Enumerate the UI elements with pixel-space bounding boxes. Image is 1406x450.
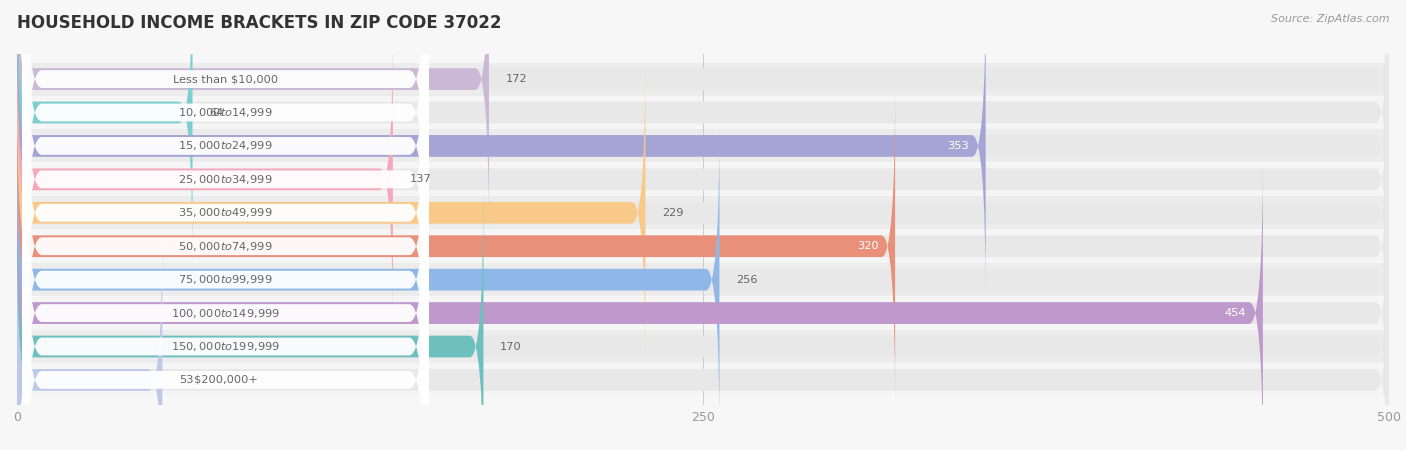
FancyBboxPatch shape bbox=[17, 330, 1389, 363]
Text: 353: 353 bbox=[948, 141, 969, 151]
FancyBboxPatch shape bbox=[22, 88, 429, 450]
FancyBboxPatch shape bbox=[22, 0, 429, 405]
Text: $100,000 to $149,999: $100,000 to $149,999 bbox=[172, 306, 280, 320]
FancyBboxPatch shape bbox=[22, 21, 429, 450]
FancyBboxPatch shape bbox=[17, 23, 1389, 336]
FancyBboxPatch shape bbox=[17, 224, 162, 450]
Text: $10,000 to $14,999: $10,000 to $14,999 bbox=[179, 106, 273, 119]
Text: 137: 137 bbox=[409, 174, 432, 184]
Text: 229: 229 bbox=[662, 208, 683, 218]
FancyBboxPatch shape bbox=[17, 0, 1389, 302]
FancyBboxPatch shape bbox=[17, 90, 896, 402]
FancyBboxPatch shape bbox=[17, 130, 1389, 162]
Text: $35,000 to $49,999: $35,000 to $49,999 bbox=[179, 206, 273, 219]
Text: $25,000 to $34,999: $25,000 to $34,999 bbox=[179, 173, 273, 186]
Text: Less than $10,000: Less than $10,000 bbox=[173, 74, 278, 84]
Text: 64: 64 bbox=[209, 108, 224, 117]
Text: 320: 320 bbox=[858, 241, 879, 251]
FancyBboxPatch shape bbox=[17, 263, 1389, 296]
FancyBboxPatch shape bbox=[17, 163, 1389, 196]
FancyBboxPatch shape bbox=[17, 123, 1389, 436]
Text: 170: 170 bbox=[501, 342, 522, 351]
Text: $75,000 to $99,999: $75,000 to $99,999 bbox=[179, 273, 273, 286]
FancyBboxPatch shape bbox=[17, 224, 1389, 450]
FancyBboxPatch shape bbox=[22, 155, 429, 450]
FancyBboxPatch shape bbox=[17, 297, 1389, 329]
Text: 53: 53 bbox=[179, 375, 193, 385]
FancyBboxPatch shape bbox=[17, 57, 645, 369]
FancyBboxPatch shape bbox=[17, 90, 1389, 402]
Text: 454: 454 bbox=[1225, 308, 1246, 318]
FancyBboxPatch shape bbox=[17, 157, 1263, 450]
FancyBboxPatch shape bbox=[22, 54, 429, 450]
Text: HOUSEHOLD INCOME BRACKETS IN ZIP CODE 37022: HOUSEHOLD INCOME BRACKETS IN ZIP CODE 37… bbox=[17, 14, 502, 32]
FancyBboxPatch shape bbox=[22, 0, 429, 371]
FancyBboxPatch shape bbox=[22, 0, 429, 338]
FancyBboxPatch shape bbox=[17, 196, 1389, 230]
FancyBboxPatch shape bbox=[17, 23, 392, 336]
FancyBboxPatch shape bbox=[17, 190, 484, 450]
FancyBboxPatch shape bbox=[17, 190, 1389, 450]
Text: Source: ZipAtlas.com: Source: ZipAtlas.com bbox=[1271, 14, 1389, 23]
FancyBboxPatch shape bbox=[17, 0, 489, 235]
FancyBboxPatch shape bbox=[17, 96, 1389, 129]
FancyBboxPatch shape bbox=[17, 0, 1389, 269]
FancyBboxPatch shape bbox=[17, 364, 1389, 396]
FancyBboxPatch shape bbox=[17, 57, 1389, 369]
Text: $15,000 to $24,999: $15,000 to $24,999 bbox=[179, 140, 273, 153]
FancyBboxPatch shape bbox=[22, 122, 429, 450]
FancyBboxPatch shape bbox=[22, 0, 429, 304]
Text: 256: 256 bbox=[735, 274, 758, 285]
FancyBboxPatch shape bbox=[17, 157, 1389, 450]
Text: 172: 172 bbox=[505, 74, 527, 84]
Text: $200,000+: $200,000+ bbox=[194, 375, 257, 385]
FancyBboxPatch shape bbox=[17, 0, 193, 269]
Text: $150,000 to $199,999: $150,000 to $199,999 bbox=[172, 340, 280, 353]
Text: $50,000 to $74,999: $50,000 to $74,999 bbox=[179, 240, 273, 253]
FancyBboxPatch shape bbox=[17, 0, 1389, 235]
FancyBboxPatch shape bbox=[17, 0, 986, 302]
FancyBboxPatch shape bbox=[17, 63, 1389, 95]
FancyBboxPatch shape bbox=[17, 230, 1389, 263]
FancyBboxPatch shape bbox=[22, 0, 429, 438]
FancyBboxPatch shape bbox=[17, 123, 720, 436]
